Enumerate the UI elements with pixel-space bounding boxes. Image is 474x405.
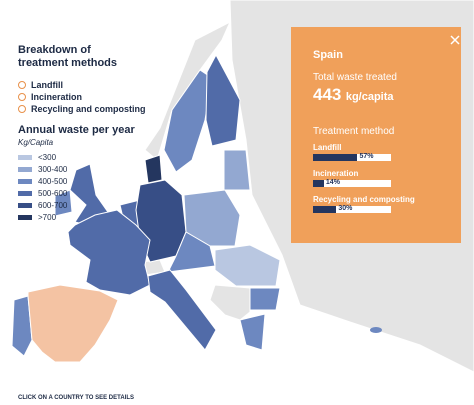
- bar-track: 57%: [313, 153, 391, 161]
- total-label: Total waste treated: [313, 72, 397, 83]
- balkans: [209, 284, 251, 321]
- swatch: [18, 155, 32, 160]
- sweden: [163, 69, 213, 173]
- swatch: [18, 191, 32, 196]
- class-label: 400-500: [38, 177, 68, 186]
- footer: CLICK ON A COUNTRY TO SEE DETAILS: [18, 395, 135, 401]
- class-label: 500-600: [38, 189, 68, 198]
- class-label: >700: [38, 213, 57, 222]
- total-unit: kg/capita: [345, 91, 394, 103]
- czech-austria: [167, 231, 216, 273]
- method-name: Recycling and composting: [313, 195, 415, 204]
- method-name: Incineration: [313, 169, 359, 178]
- detail-panel: Spain Total waste treated 443 kg/capita …: [291, 27, 461, 243]
- cyprus: [370, 327, 382, 333]
- spain[interactable]: [27, 284, 119, 363]
- swatch: [18, 215, 32, 220]
- class-item: >700: [18, 213, 56, 222]
- legend-title: Breakdown of treatment methods: [18, 44, 118, 69]
- option-label: Recycling and composting: [31, 104, 146, 114]
- denmark: [144, 154, 163, 184]
- radio[interactable]: [18, 93, 26, 101]
- method-name: Landfill: [313, 143, 342, 152]
- baltics: [223, 149, 251, 191]
- class-label: 300-400: [38, 165, 68, 174]
- radio[interactable]: [18, 81, 26, 89]
- italy: [147, 269, 217, 351]
- france: [67, 209, 151, 296]
- bulgaria: [249, 287, 281, 311]
- class-label: 600-700: [38, 201, 68, 210]
- class-item: 400-500: [18, 177, 67, 186]
- waste-legend-title: Annual waste per year: [18, 124, 135, 136]
- class-item: 500-600: [18, 189, 67, 198]
- bar-fill: [313, 154, 358, 161]
- legend-option[interactable]: Landfill: [18, 80, 63, 90]
- swatch: [18, 167, 32, 172]
- portugal: [11, 295, 33, 357]
- class-item: <300: [18, 153, 56, 162]
- option-label: Landfill: [31, 80, 63, 90]
- swatch: [18, 179, 32, 184]
- legend-option[interactable]: Incineration: [18, 92, 82, 102]
- total-value: 443: [313, 85, 342, 104]
- finland: [205, 53, 241, 147]
- class-label: <300: [38, 153, 57, 162]
- greece: [239, 313, 266, 351]
- norway: [144, 20, 232, 161]
- swatch: [18, 203, 32, 208]
- unit: Kg/Capita: [18, 138, 54, 147]
- close-button[interactable]: [450, 35, 460, 45]
- bar-fill: [313, 180, 324, 187]
- class-item: 600-700: [18, 201, 67, 210]
- method-title: Treatment method: [313, 126, 395, 137]
- ireland: [54, 189, 73, 217]
- class-item: 300-400: [18, 165, 67, 174]
- legend-option[interactable]: Recycling and composting: [18, 104, 146, 114]
- hungary-romania: [214, 244, 281, 287]
- bar-track: 14%: [313, 179, 391, 187]
- option-label: Incineration: [31, 92, 83, 102]
- bar-fill: [313, 206, 337, 213]
- value-label: 14%: [325, 179, 340, 186]
- radio[interactable]: [18, 105, 26, 113]
- bar-track: 30%: [313, 205, 391, 213]
- country: Spain: [313, 49, 343, 61]
- value-label: 30%: [338, 205, 353, 212]
- value-label: 57%: [359, 153, 374, 160]
